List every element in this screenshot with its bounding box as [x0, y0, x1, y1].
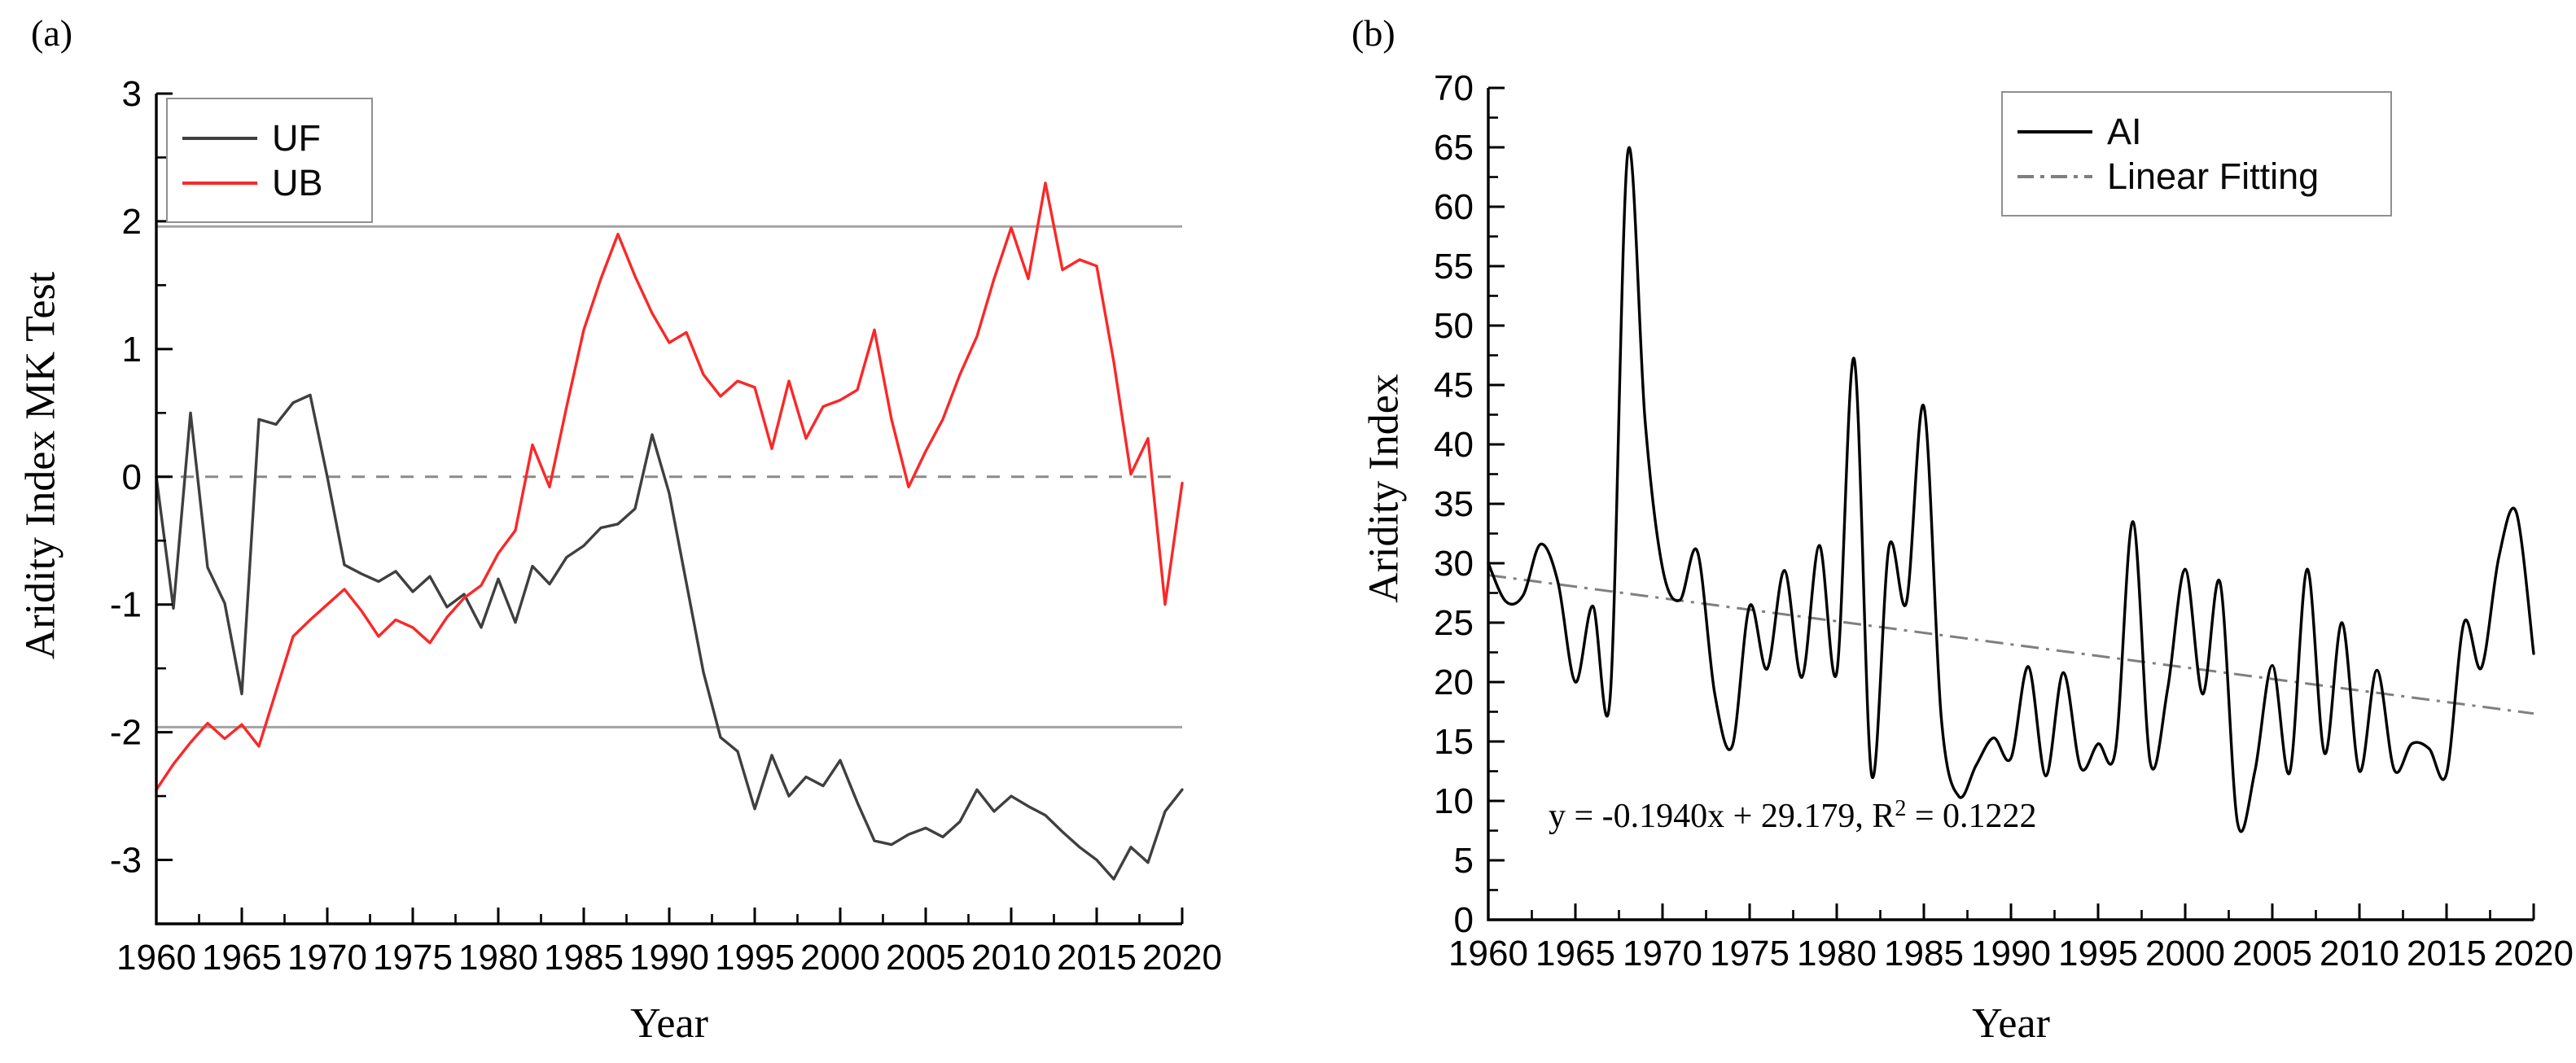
panel-a-label: (a)	[31, 12, 73, 54]
x-tick-label: 1960	[116, 938, 196, 978]
panel-a-y-axis-title: Aridity Index MK Test	[17, 271, 64, 660]
x-tick-label: 1970	[287, 938, 367, 978]
y-tick-label: 0	[122, 457, 142, 497]
panel-b-y-axis-title: Aridity Index	[1360, 374, 1408, 603]
uf-line-sample-icon	[182, 136, 257, 140]
x-tick-label: 2015	[1057, 938, 1137, 978]
legend-panel-a: UF UB	[166, 98, 373, 223]
y-tick-label: 3	[122, 74, 142, 114]
y-tick-label: 0	[1454, 900, 1474, 940]
x-tick-label: 1995	[2058, 934, 2138, 973]
x-tick-label: 1970	[1623, 934, 1702, 973]
x-tick-label: 2005	[2232, 934, 2312, 973]
x-tick-label: 1965	[1536, 934, 1615, 973]
panel-b-x-axis-title: Year	[1972, 1000, 2050, 1047]
ub-line-sample-icon	[182, 181, 257, 185]
x-tick-label: 1975	[373, 938, 453, 978]
legend-label-uf: UF	[272, 117, 321, 159]
regression-equation: y = -0.1940x + 29.179, R2 = 0.1222	[1549, 796, 2037, 836]
mk-test-chart: 1960 1965 1970 1975 1980 1985 1990 1995 2000 2005…	[110, 74, 1222, 978]
legend-panel-b: AI Linear Fitting	[2001, 91, 2392, 217]
legend-label-ub: UB	[272, 162, 323, 203]
x-tick-label: 1975	[1710, 934, 1790, 973]
y-tick-label: 2	[122, 202, 142, 242]
y-tick-label: 35	[1434, 484, 1474, 524]
x-tick-label: 2005	[886, 938, 966, 978]
legend-label-linear-fitting: Linear Fitting	[2107, 155, 2320, 197]
x-tick-label: 2020	[1142, 938, 1222, 978]
y-tick-label: 50	[1434, 306, 1474, 346]
x-tick-label: 1985	[544, 938, 624, 978]
y-tick-label: 25	[1434, 603, 1474, 643]
x-tick-label: 1980	[1797, 934, 1877, 973]
panel-b-label: (b)	[1352, 12, 1395, 54]
x-tick-label: 2000	[800, 938, 880, 978]
ai-line-sample-icon	[2017, 129, 2092, 133]
y-tick-label: 30	[1434, 544, 1474, 584]
y-tick-label: 10	[1434, 781, 1474, 821]
y-tick-label: -3	[110, 841, 142, 881]
linear-fitting-line-sample-icon	[2017, 174, 2092, 178]
panel-a-x-axis-title: Year	[630, 1000, 708, 1047]
x-tick-label: 1965	[202, 938, 282, 978]
legend-item-ai: AI	[2017, 113, 2376, 150]
y-tick-label: 55	[1434, 247, 1474, 287]
y-tick-label: 45	[1434, 365, 1474, 405]
y-tick-label: 20	[1434, 663, 1474, 702]
equation-part1: y = -0.1940x + 29.179, R	[1549, 798, 1895, 835]
y-tick-label: -1	[110, 585, 142, 625]
linear-fitting-line	[1487, 574, 2534, 715]
y-tick-label: 40	[1434, 425, 1474, 465]
y-tick-label: 15	[1434, 722, 1474, 762]
x-tick-label: 1985	[1884, 934, 1964, 973]
y-tick-label: 1	[122, 330, 142, 370]
legend-item-linear-fitting: Linear Fitting	[2017, 158, 2376, 195]
legend-item-uf: UF	[182, 120, 357, 156]
x-tick-label: 1990	[1971, 934, 2051, 973]
x-tick-label: 2015	[2407, 934, 2486, 973]
x-tick-label: 2020	[2494, 934, 2574, 973]
equation-superscript: 2	[1895, 796, 1907, 821]
series-line-uf	[155, 393, 1184, 881]
y-tick-label: 60	[1434, 187, 1474, 227]
y-tick-label: -2	[110, 713, 142, 753]
series-line-ai	[1487, 146, 2535, 833]
x-tick-label: 1980	[458, 938, 538, 978]
legend-label-ai: AI	[2107, 111, 2142, 152]
series-line-ub	[155, 182, 1184, 791]
legend-item-ub: UB	[182, 164, 357, 201]
y-tick-label: 65	[1434, 128, 1474, 168]
y-tick-label: 70	[1434, 68, 1474, 108]
x-tick-label: 1995	[715, 938, 795, 978]
x-tick-label: 2010	[971, 938, 1051, 978]
x-tick-label: 2010	[2320, 934, 2399, 973]
equation-part2: = 0.1222	[1906, 798, 2037, 835]
x-tick-label: 1960	[1448, 934, 1528, 973]
x-tick-label: 2000	[2145, 934, 2225, 973]
aridity-index-chart: 1960 1965 1970 1975 1980 1985 1990 1995 2000 2005…	[1434, 68, 2574, 973]
x-tick-label: 1990	[629, 938, 709, 978]
y-tick-label: 5	[1454, 841, 1474, 881]
